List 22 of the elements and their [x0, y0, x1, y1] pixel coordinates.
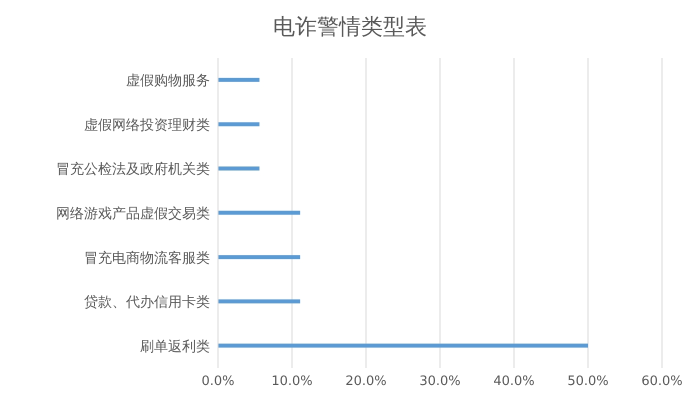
- chart-title: 电诈警情类型表: [272, 14, 428, 42]
- bar: [218, 344, 588, 348]
- x-tick-label: 40.0%: [493, 374, 535, 390]
- y-tick-label: 冒充电商物流客服类: [84, 250, 210, 266]
- bar: [218, 122, 260, 126]
- x-tick-label: 50.0%: [567, 374, 609, 390]
- y-tick-label: 网络游戏产品虚假交易类: [56, 206, 210, 222]
- y-tick-label: 刷单返利类: [140, 338, 210, 355]
- y-tick-label: 虚假购物服务: [126, 73, 210, 90]
- x-tick-label: 0.0%: [201, 374, 235, 390]
- x-tick-label: 10.0%: [271, 374, 313, 390]
- bar: [218, 166, 260, 170]
- bar: [218, 299, 300, 304]
- y-tick-label: 虚假网络投资理财类: [84, 117, 210, 134]
- bar: [218, 255, 300, 260]
- y-tick-label: 贷款、代办信用卡类: [84, 294, 210, 311]
- bar: [218, 210, 300, 215]
- y-tick-label: 冒充公检法及政府机关类: [56, 162, 210, 178]
- x-tick-label: 60.0%: [641, 374, 683, 390]
- x-tick-label: 30.0%: [419, 374, 461, 390]
- bar: [218, 78, 260, 82]
- x-tick-label: 20.0%: [345, 374, 387, 390]
